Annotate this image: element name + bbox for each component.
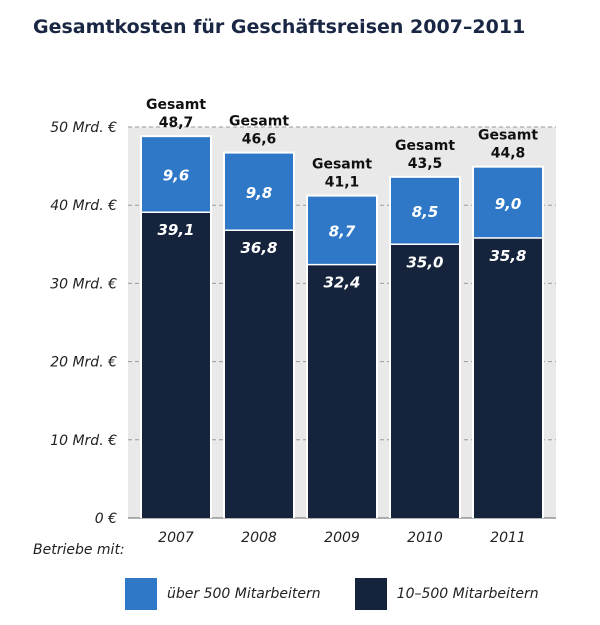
- total-prefix-label: Gesamt: [229, 114, 289, 130]
- data-label-10-500: 39,1: [157, 221, 194, 239]
- bar-segment-over-500: [308, 196, 376, 265]
- bar-segment-over-500: [142, 137, 210, 213]
- data-label-10-500: 36,8: [240, 239, 277, 257]
- data-label-over-500: 9,8: [246, 184, 273, 202]
- bar-segment-over-500: [225, 153, 293, 231]
- data-label-over-500: 9,0: [495, 195, 522, 213]
- total-prefix-label: Gesamt: [146, 97, 206, 113]
- data-label-10-500: 35,0: [406, 253, 443, 271]
- data-label-over-500: 8,5: [412, 203, 439, 221]
- y-tick-label: 20 Mrd. €: [50, 355, 117, 371]
- legend: über 500 Mitarbeitern 10–500 Mitarbeiter…: [125, 578, 573, 610]
- legend-label-10-500: 10–500 Mitarbeitern: [396, 586, 539, 602]
- total-prefix-label: Gesamt: [478, 128, 538, 144]
- total-value-label: 41,1: [325, 175, 360, 191]
- data-label-10-500: 32,4: [323, 274, 360, 292]
- bar-segment-10-500: [142, 212, 210, 518]
- bar-segment-over-500: [391, 177, 459, 245]
- bar-segment-over-500: [474, 167, 542, 239]
- bar-segment-10-500: [225, 230, 293, 518]
- legend-swatch-10-500: [354, 578, 387, 610]
- x-tick-label: 2008: [241, 530, 277, 546]
- data-label-over-500: 8,7: [329, 223, 356, 241]
- x-tick-label: 2009: [324, 530, 360, 546]
- total-prefix-label: Gesamt: [312, 157, 372, 173]
- data-label-over-500: 9,6: [163, 167, 190, 185]
- y-tick-label: 50 Mrd. €: [50, 120, 117, 136]
- legend-item-over-500: über 500 Mitarbeitern: [125, 578, 321, 610]
- total-value-label: 48,7: [159, 115, 194, 131]
- y-tick-label: 30 Mrd. €: [50, 276, 117, 292]
- bar-segment-10-500: [474, 238, 542, 518]
- legend-label-over-500: über 500 Mitarbeitern: [167, 586, 321, 602]
- y-tick-label: 0 €: [95, 511, 117, 527]
- data-label-10-500: 35,8: [489, 247, 526, 265]
- bar-segment-10-500: [308, 264, 376, 518]
- total-value-label: 46,6: [242, 132, 277, 148]
- bar-segment-10-500: [391, 244, 459, 519]
- x-tick-label: 2011: [490, 530, 526, 546]
- legend-swatch-over-500: [125, 578, 157, 610]
- chart-title: Gesamtkosten für Geschäftsreisen 2007–20…: [33, 16, 526, 38]
- y-tick-label: 40 Mrd. €: [50, 198, 117, 214]
- legend-title: Betriebe mit:: [33, 542, 125, 558]
- y-axis-ticks: 0 € 10 Mrd. € 20 Mrd. € 30 Mrd. € 40 Mrd. € 5…: [50, 120, 117, 527]
- y-tick-label: 10 Mrd. €: [50, 433, 117, 449]
- legend-item-10-500: 10–500 Mitarbeitern: [354, 578, 539, 610]
- x-tick-label: 2007: [158, 530, 194, 546]
- x-tick-label: 2010: [407, 530, 443, 546]
- total-value-label: 44,8: [491, 146, 526, 162]
- bars: 39,1 9,6 Gesamt 48,7 36,8 9,8 Gesamt 46,6 32,4 8,…: [140, 97, 544, 519]
- x-axis-ticks: 2007 2008 2009 2010 2011: [158, 530, 526, 546]
- total-prefix-label: Gesamt: [395, 138, 455, 154]
- total-value-label: 43,5: [408, 156, 443, 172]
